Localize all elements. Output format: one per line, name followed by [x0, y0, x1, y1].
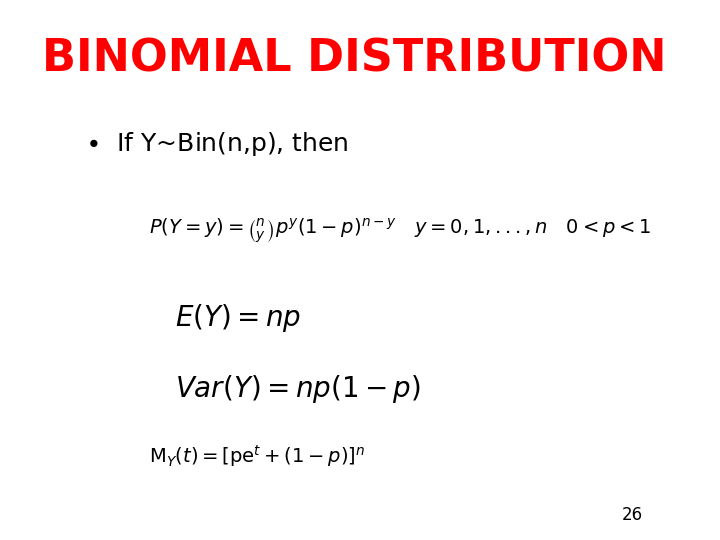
Text: 26: 26 [622, 506, 644, 524]
Text: $\mathit{Var(Y) = np(1 - p)}$: $\mathit{Var(Y) = np(1 - p)}$ [174, 373, 420, 404]
Text: $\mathit{E(Y) = np}$: $\mathit{E(Y) = np}$ [174, 302, 301, 334]
Text: $P(Y = y) = \binom{n}{y} p^{y}(1-p)^{n-y} \quad y=0,1,...,n \quad 0<p<1$: $P(Y = y) = \binom{n}{y} p^{y}(1-p)^{n-y… [149, 216, 651, 245]
Text: $\bullet$  If Y~Bin(n,p), then: $\bullet$ If Y~Bin(n,p), then [85, 130, 348, 158]
Text: $\mathrm{M}_{Y}(t) = [\mathrm{pe}^{t} + (1-p)]^{n}$: $\mathrm{M}_{Y}(t) = [\mathrm{pe}^{t} + … [149, 443, 365, 469]
Text: BINOMIAL DISTRIBUTION: BINOMIAL DISTRIBUTION [42, 38, 667, 81]
